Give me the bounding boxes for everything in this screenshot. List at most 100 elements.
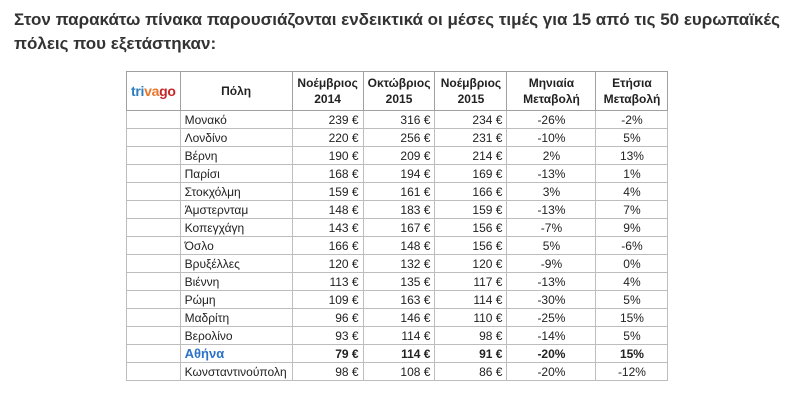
- yearly-change-cell: 9%: [595, 218, 669, 237]
- yearly-change-cell: 15%: [595, 308, 669, 327]
- nov-2015-cell: 166 €: [434, 182, 508, 201]
- logo-part-go: go: [159, 82, 176, 99]
- yearly-change-cell: 4%: [595, 182, 669, 201]
- nov-2015-cell: 169 €: [434, 164, 508, 183]
- blank-cell: [126, 326, 181, 345]
- yearly-change-cell: -6%: [595, 236, 669, 255]
- blank-cell: [126, 308, 181, 327]
- monthly-change-cell: -30%: [506, 290, 597, 309]
- table-row: Αθήνα 79 €114 €91 € -20% 15%: [126, 344, 669, 363]
- nov-2015-cell: 120 €: [434, 254, 508, 273]
- city-cell: Όσλο: [179, 236, 293, 255]
- yearly-change-cell: -12%: [595, 362, 669, 381]
- nov-2015-cell: 91 €: [434, 344, 508, 363]
- city-cell: Κοπεγχάγη: [179, 218, 293, 237]
- oct-2015-cell: 135 €: [362, 272, 436, 291]
- city-cell: Στοκχόλμη: [179, 182, 293, 201]
- blank-cell: [126, 272, 181, 291]
- nov-2014-cell: 79 €: [291, 344, 364, 363]
- yearly-change-cell: -2%: [595, 110, 669, 129]
- nov-2014-cell: 166 €: [291, 236, 364, 255]
- city-cell: Αθήνα: [179, 344, 293, 363]
- city-cell: Βερολίνο: [179, 326, 293, 345]
- nov-2015-cell: 159 €: [434, 200, 508, 219]
- yearly-change-cell: 0%: [595, 254, 669, 273]
- oct-2015-cell: 256 €: [362, 128, 436, 147]
- header-nov-2014: Νοέμβριος 2014: [291, 71, 364, 111]
- nov-2015-cell: 214 €: [434, 146, 508, 165]
- nov-2015-cell: 156 €: [434, 218, 508, 237]
- oct-2015-cell: 146 €: [362, 308, 436, 327]
- table-row: Μονακό 239 €316 €234 € -26% -2%: [126, 110, 669, 129]
- header-yearly-change: Ετήσια Μεταβολή: [595, 71, 669, 111]
- nov-2015-cell: 86 €: [434, 362, 508, 381]
- nov-2014-cell: 239 €: [291, 110, 364, 129]
- blank-cell: [126, 236, 181, 255]
- monthly-change-cell: -9%: [506, 254, 597, 273]
- table-row: Κοπεγχάγη 143 €167 €156 € -7% 9%: [126, 218, 669, 237]
- monthly-change-cell: -10%: [506, 128, 597, 147]
- oct-2015-cell: 161 €: [362, 182, 436, 201]
- oct-2015-cell: 163 €: [362, 290, 436, 309]
- monthly-change-cell: -25%: [506, 308, 597, 327]
- monthly-change-cell: -13%: [506, 200, 597, 219]
- nov-2015-cell: 156 €: [434, 236, 508, 255]
- monthly-change-cell: -26%: [506, 110, 597, 129]
- blank-cell: [126, 290, 181, 309]
- city-cell: Μαδρίτη: [179, 308, 293, 327]
- city-cell: Βέρνη: [179, 146, 293, 165]
- trivago-logo: trivago: [126, 71, 181, 111]
- oct-2015-cell: 183 €: [362, 200, 436, 219]
- nov-2015-cell: 117 €: [434, 272, 508, 291]
- monthly-change-cell: 3%: [506, 182, 597, 201]
- nov-2014-cell: 159 €: [291, 182, 364, 201]
- yearly-change-cell: 15%: [595, 344, 669, 363]
- yearly-change-cell: 7%: [595, 200, 669, 219]
- nov-2014-cell: 113 €: [291, 272, 364, 291]
- yearly-change-cell: 5%: [595, 128, 669, 147]
- yearly-change-cell: 5%: [595, 326, 669, 345]
- logo-part-va: va: [144, 82, 160, 99]
- nov-2015-cell: 114 €: [434, 290, 508, 309]
- city-cell: Βιέννη: [179, 272, 293, 291]
- table-row: Παρίσι 168 €194 €169 € -13% 1%: [126, 164, 669, 183]
- table-row: Στοκχόλμη 159 €161 €166 €3% 4%: [126, 182, 669, 201]
- oct-2015-cell: 316 €: [362, 110, 436, 129]
- blank-cell: [126, 146, 181, 165]
- monthly-change-cell: -13%: [506, 272, 597, 291]
- header-monthly-change: Μηνιαία Μεταβολή: [506, 71, 597, 111]
- table-row: Μαδρίτη 96 €146 €110 € -25% 15%: [126, 308, 669, 327]
- nov-2015-cell: 234 €: [434, 110, 508, 129]
- blank-cell: [126, 128, 181, 147]
- nov-2015-cell: 98 €: [434, 326, 508, 345]
- oct-2015-cell: 114 €: [362, 326, 436, 345]
- yearly-change-cell: 4%: [595, 272, 669, 291]
- city-cell: Λονδίνο: [179, 128, 293, 147]
- monthly-change-cell: -14%: [506, 326, 597, 345]
- nov-2014-cell: 220 €: [291, 128, 364, 147]
- monthly-change-cell: 5%: [506, 236, 597, 255]
- table-header-row: trivago Πόλη Νοέμβριος 2014 Οκτώβριος 2015…: [126, 71, 669, 111]
- table-row: Βερολίνο 93 €114 €98 € -14% 5%: [126, 326, 669, 345]
- nov-2014-cell: 109 €: [291, 290, 364, 309]
- intro-paragraph: Στον παρακάτω πίνακα παρουσιάζονται ενδε…: [14, 10, 780, 53]
- oct-2015-cell: 132 €: [362, 254, 436, 273]
- blank-cell: [126, 254, 181, 273]
- nov-2014-cell: 168 €: [291, 164, 364, 183]
- city-cell: Βρυξέλλες: [179, 254, 293, 273]
- city-cell: Άμστερνταμ: [179, 200, 293, 219]
- yearly-change-cell: 5%: [595, 290, 669, 309]
- nov-2014-cell: 93 €: [291, 326, 364, 345]
- table-row: Όσλο 166 €148 €156 €5% -6%: [126, 236, 669, 255]
- nov-2015-cell: 231 €: [434, 128, 508, 147]
- nov-2014-cell: 96 €: [291, 308, 364, 327]
- city-cell: Κωνσταντινούπολη: [179, 362, 293, 381]
- table-row: Άμστερνταμ 148 €183 €159 € -13% 7%: [126, 200, 669, 219]
- blank-cell: [126, 218, 181, 237]
- blank-cell: [126, 164, 181, 183]
- nov-2014-cell: 120 €: [291, 254, 364, 273]
- monthly-change-cell: -13%: [506, 164, 597, 183]
- city-cell: Παρίσι: [179, 164, 293, 183]
- city-cell: Ρώμη: [179, 290, 293, 309]
- hotel-prices-table: trivago Πόλη Νοέμβριος 2014 Οκτώβριος 2015…: [126, 71, 669, 381]
